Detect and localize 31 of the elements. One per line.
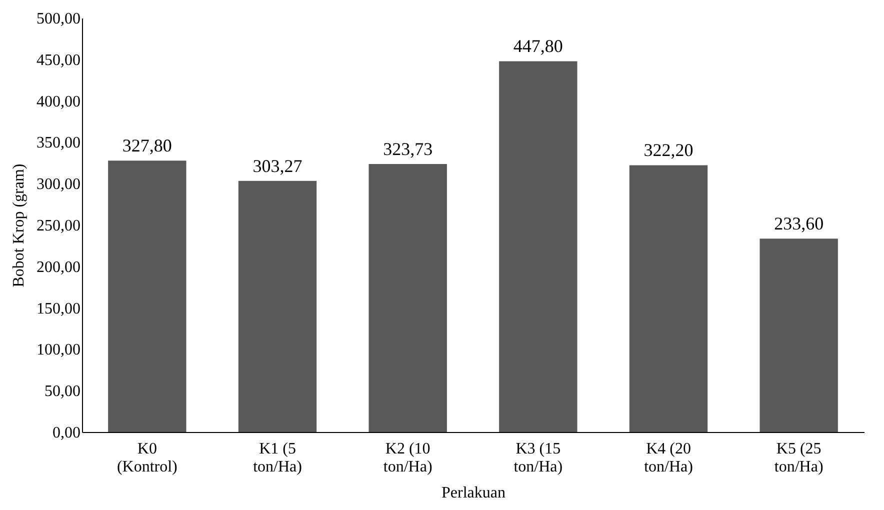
x-tick-label: K0 (Kontrol) — [116, 440, 178, 476]
bar — [499, 61, 578, 432]
x-tick-label: K4 (20 ton/Ha) — [644, 440, 693, 476]
y-tick-label: 350,00 — [36, 134, 80, 152]
data-label: 303,27 — [252, 156, 302, 176]
data-label: 447,80 — [513, 36, 563, 56]
y-tick-label: 50,00 — [44, 383, 80, 400]
y-tick-label: 450,00 — [36, 52, 80, 69]
y-tick-label: 0,00 — [52, 424, 80, 442]
y-tick-label: 150,00 — [36, 300, 80, 318]
y-tick-label: 300,00 — [36, 176, 80, 194]
data-label: 322,20 — [644, 140, 694, 160]
bar — [108, 160, 186, 432]
data-label: 323,73 — [383, 138, 433, 159]
y-tick-label: 250,00 — [36, 218, 80, 234]
data-label: 327,80 — [122, 136, 172, 156]
x-axis-title: Perlakuan — [442, 484, 506, 502]
y-tick-label: 500,00 — [36, 10, 80, 28]
y-tick-label: 200,00 — [36, 258, 80, 276]
y-axis-title: Bobot Krop (gram) — [10, 164, 28, 288]
x-tick-label: K1 (5 ton/Ha) — [253, 440, 302, 476]
y-tick-label: 100,00 — [36, 342, 80, 359]
y-tick-label: 400,00 — [36, 93, 80, 110]
x-tick-label: K2 (10 ton/Ha) — [383, 440, 432, 476]
x-tick-label: K3 (15 ton/Ha) — [514, 440, 563, 476]
x-tick-label: K5 (25 ton/Ha) — [774, 440, 824, 476]
data-label: 233,60 — [774, 214, 824, 234]
bar — [760, 238, 838, 432]
bar — [629, 165, 708, 432]
bar — [368, 164, 447, 432]
bar — [238, 180, 317, 432]
